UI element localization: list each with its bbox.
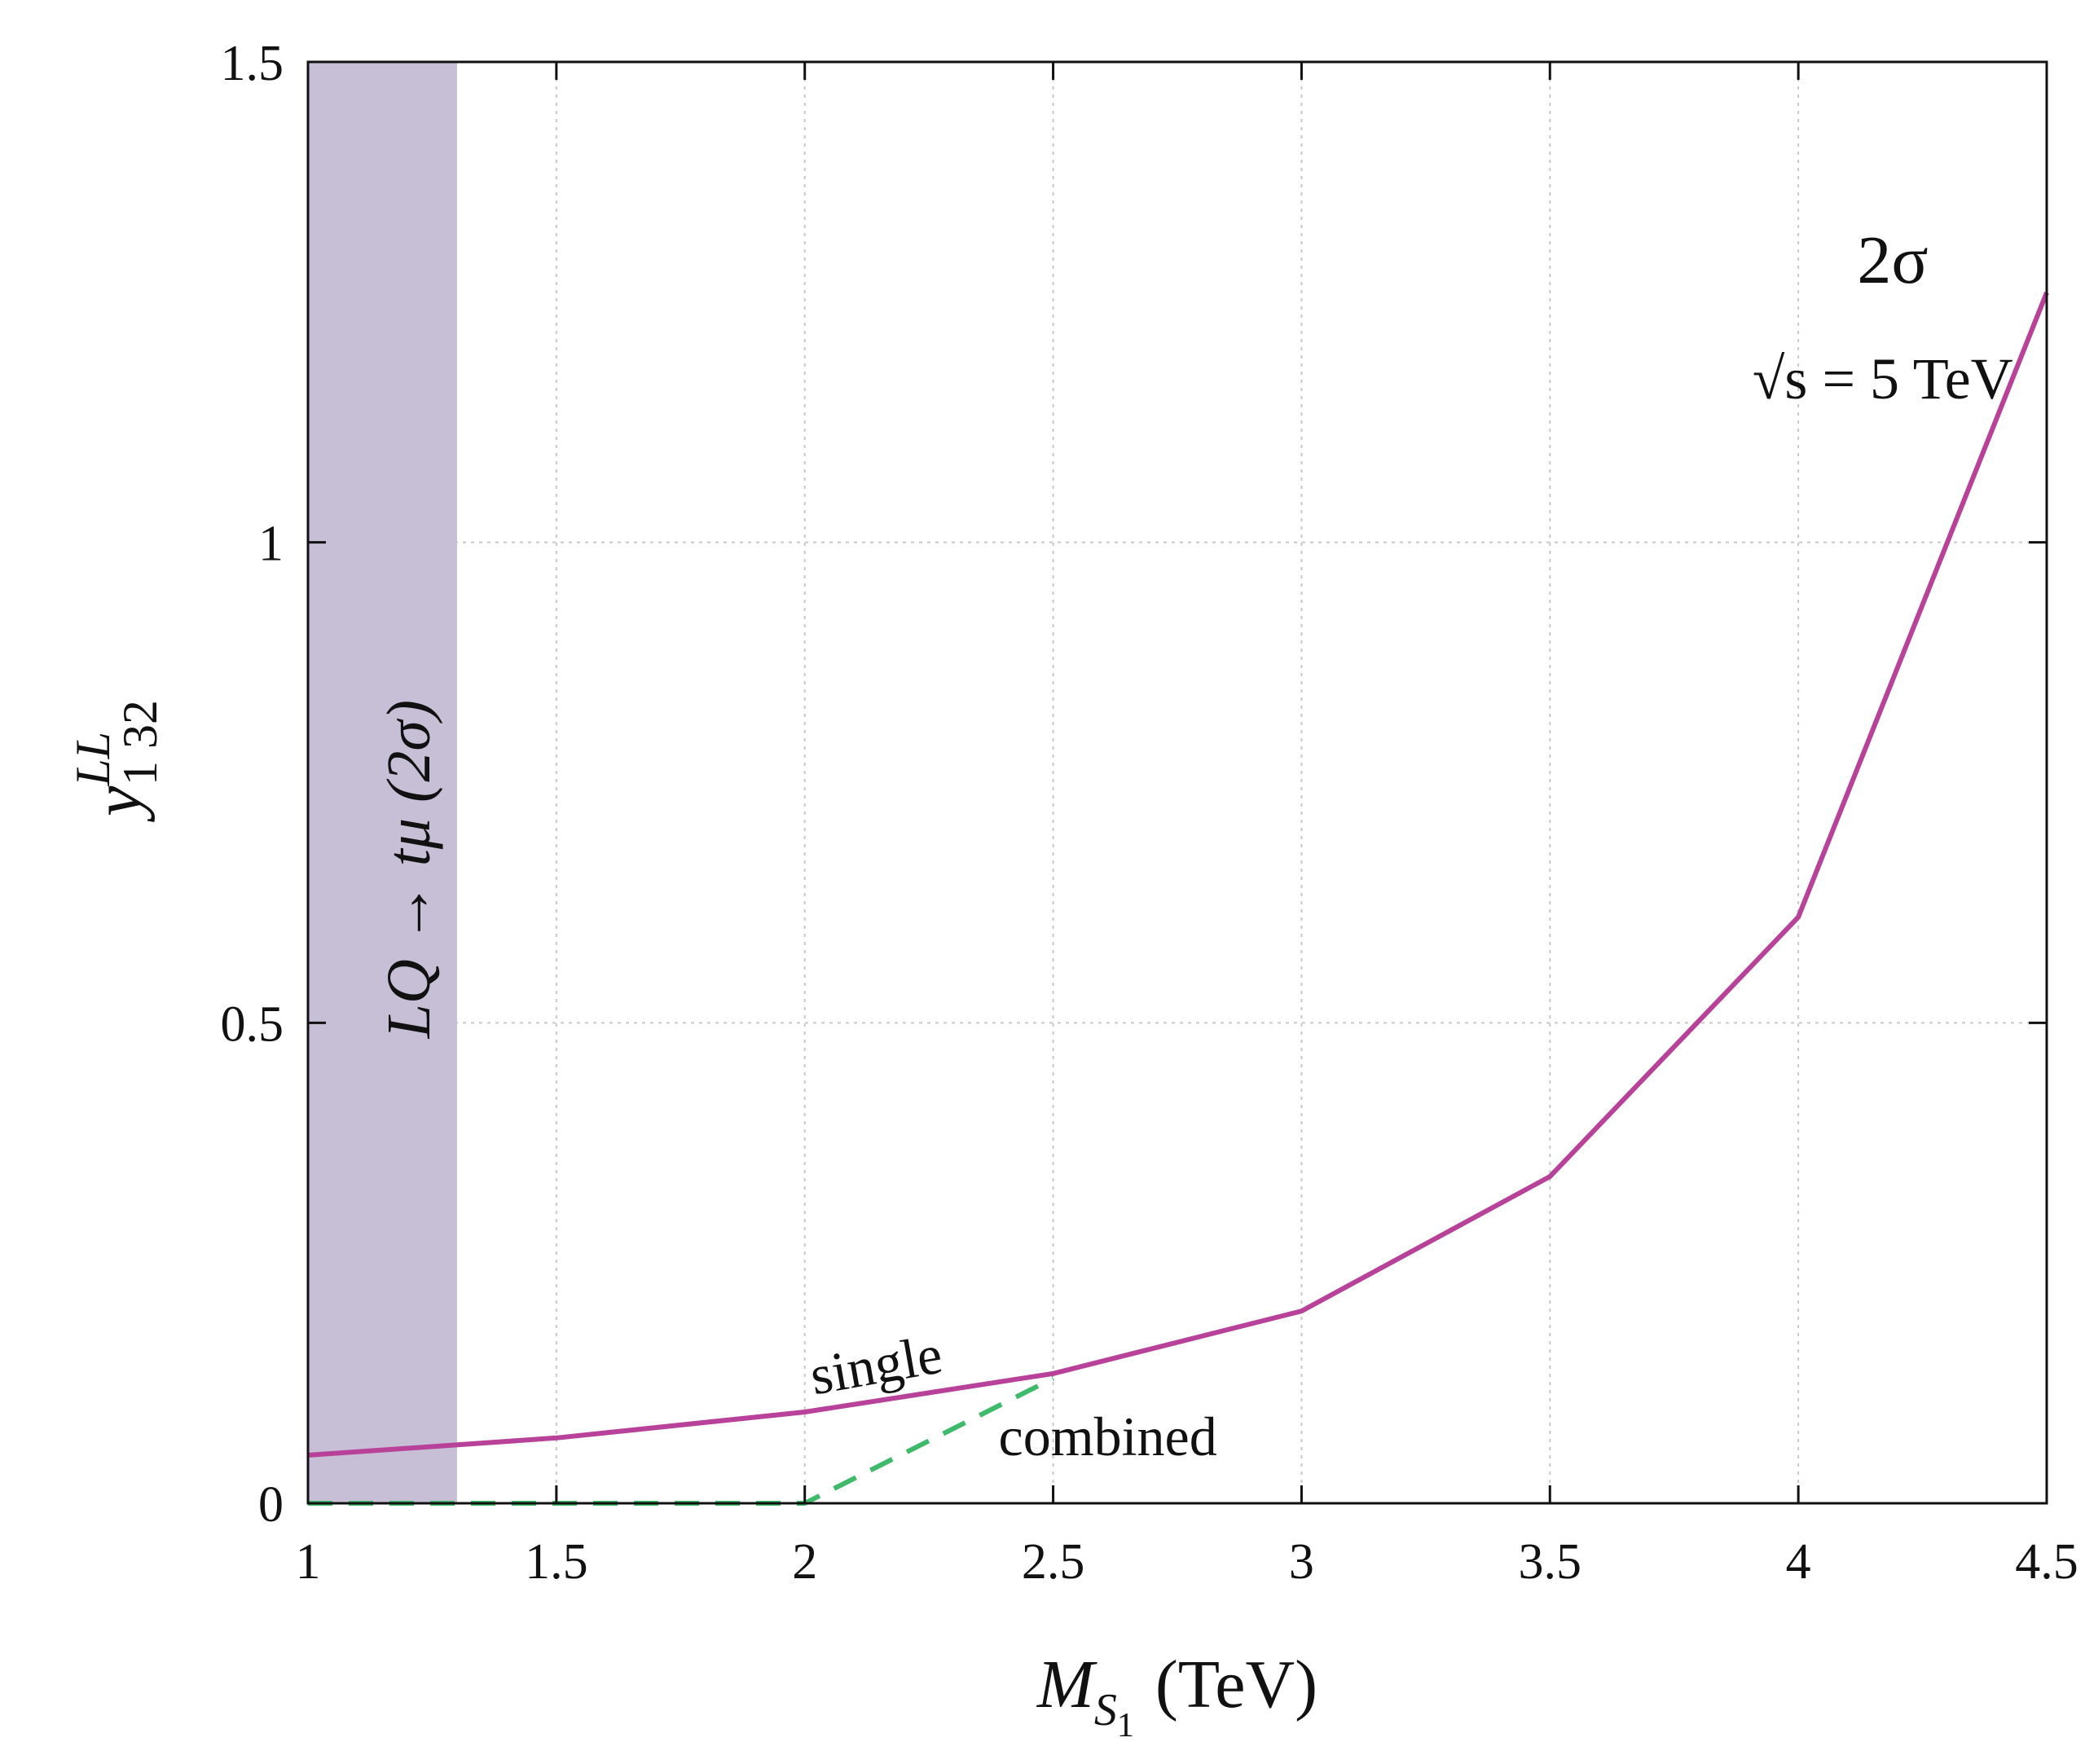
energy-value: = 5 TeV [1822, 346, 2012, 411]
exclusion-band [308, 62, 457, 1503]
x-tick-label-4: 3 [1289, 1534, 1314, 1590]
x-tick-label-7: 4.5 [2015, 1534, 2078, 1590]
y-axis-title: yLL1 32 [66, 700, 167, 823]
plot-frame [306, 60, 2048, 1505]
x-tick-label-5: 3.5 [1519, 1534, 1582, 1590]
x-title-sub: S [1094, 1685, 1117, 1735]
x-tick-label-6: 4 [1786, 1534, 1811, 1590]
x-axis-title: MS1 (TeV) [1036, 1647, 1317, 1744]
y-tick-label-2: 1 [258, 517, 284, 572]
series-layer [307, 291, 2049, 1506]
y-tick-label-3: 1.5 [221, 36, 284, 91]
annotation-energy: √s = 5 TeV [1753, 346, 2013, 411]
grid-layer [308, 62, 2047, 1503]
x-tick-label-1: 1.5 [525, 1534, 588, 1590]
y-tick-label-1: 0.5 [221, 996, 284, 1052]
series-line-single [307, 291, 2049, 1458]
annotation-significance: 2σ [1857, 222, 1928, 298]
x-title-main: M [1036, 1647, 1097, 1722]
y-tick-label-0: 0 [258, 1477, 284, 1533]
energy-sqrt-s: √s [1753, 346, 1808, 411]
y-title-base: y [80, 785, 156, 823]
band-label: LQ → tμ (2σ) [375, 700, 443, 1040]
x-tick-label-3: 2.5 [1022, 1534, 1085, 1590]
x-title-subsub: 1 [1117, 1707, 1134, 1744]
tick-layer: 1 1.5 2 2.5 3 3.5 4 4.5 0 0.5 1 1.5 [221, 36, 2078, 1590]
y-title-sub: 1 32 [113, 700, 167, 785]
x-title-unit: (TeV) [1155, 1647, 1317, 1722]
y-title-sup: LL [66, 732, 120, 787]
x-tick-label-0: 1 [296, 1534, 321, 1590]
series-label-combined: combined [999, 1405, 1217, 1467]
x-tick-label-2: 2 [792, 1534, 817, 1590]
